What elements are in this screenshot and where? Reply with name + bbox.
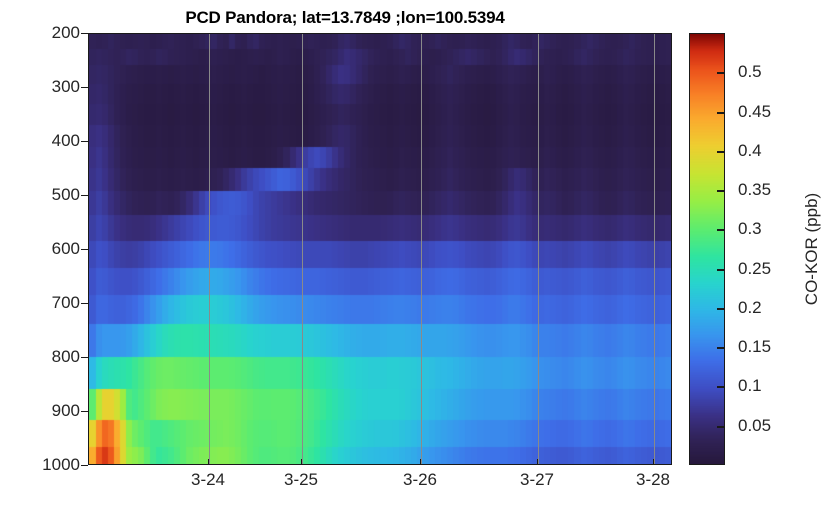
colorbar-tick-mark — [717, 268, 725, 271]
colorbar — [689, 33, 725, 465]
colorbar-tick-label: 0.4 — [738, 140, 762, 160]
x-tick-mark — [301, 459, 302, 465]
y-tick-label: 400 — [51, 131, 80, 150]
colorbar-tick-mark — [717, 190, 725, 193]
y-tick-mark — [81, 465, 88, 466]
y-tick-mark — [81, 87, 88, 88]
colorbar-tick-mark — [717, 72, 725, 75]
colorbar-tick-mark — [717, 150, 725, 153]
colorbar-tick-label: 0.15 — [738, 337, 772, 357]
y-tick-mark — [81, 195, 88, 196]
x-tick-label: 3-26 — [402, 470, 438, 489]
y-tick-mark — [81, 411, 88, 412]
y-tick-label: 700 — [51, 293, 80, 312]
y-tick-mark — [81, 303, 88, 304]
x-tick-label: 3-24 — [190, 470, 226, 489]
colorbar-tick-label: 0.35 — [738, 180, 772, 200]
y-tick-label: 600 — [51, 239, 80, 258]
x-tick-mark — [653, 459, 654, 465]
colorbar-tick-mark — [717, 229, 725, 232]
colorbar-tick-label: 0.05 — [738, 415, 772, 435]
colorbar-label: CO-KOR (ppb) — [802, 192, 821, 306]
y-tick-label: 200 — [51, 23, 80, 42]
colorbar-tick-label: 0.3 — [738, 219, 762, 239]
heatmap-plot-area — [88, 33, 672, 465]
heatmap-canvas — [89, 34, 671, 464]
colorbar-tick-label: 0.5 — [738, 62, 762, 82]
gridline — [654, 34, 655, 464]
y-tick-mark — [81, 249, 88, 250]
colorbar-tick-mark — [717, 347, 725, 350]
x-tick-label: 3-28 — [635, 470, 671, 489]
y-tick-mark — [81, 141, 88, 142]
gridline — [209, 34, 210, 464]
gridline — [421, 34, 422, 464]
colorbar-tick-mark — [717, 425, 725, 428]
x-tick-mark — [537, 459, 538, 465]
page-title: PCD Pandora; lat=13.7849 ;lon=100.5394 — [185, 8, 505, 27]
colorbar-tick-label: 0.1 — [738, 376, 762, 396]
colorbar-tick-mark — [717, 307, 725, 310]
y-tick-mark — [81, 33, 88, 34]
colorbar-tick-label: 0.45 — [738, 101, 772, 121]
colorbar-tick-label: 0.2 — [738, 297, 762, 317]
y-tick-mark — [81, 357, 88, 358]
y-tick-label: 1000 — [42, 455, 80, 474]
gridline — [538, 34, 539, 464]
y-tick-label: 900 — [51, 401, 80, 420]
y-tick-label: 800 — [51, 347, 80, 366]
colorbar-canvas — [690, 34, 724, 464]
colorbar-tick-mark — [717, 386, 725, 389]
y-tick-label: 300 — [51, 77, 80, 96]
x-tick-mark — [208, 459, 209, 465]
x-tick-label: 3-25 — [283, 470, 319, 489]
x-tick-mark — [420, 459, 421, 465]
x-tick-label: 3-27 — [519, 470, 555, 489]
gridline — [302, 34, 303, 464]
colorbar-tick-mark — [717, 111, 725, 114]
colorbar-tick-label: 0.25 — [738, 258, 772, 278]
y-tick-label: 500 — [51, 185, 80, 204]
